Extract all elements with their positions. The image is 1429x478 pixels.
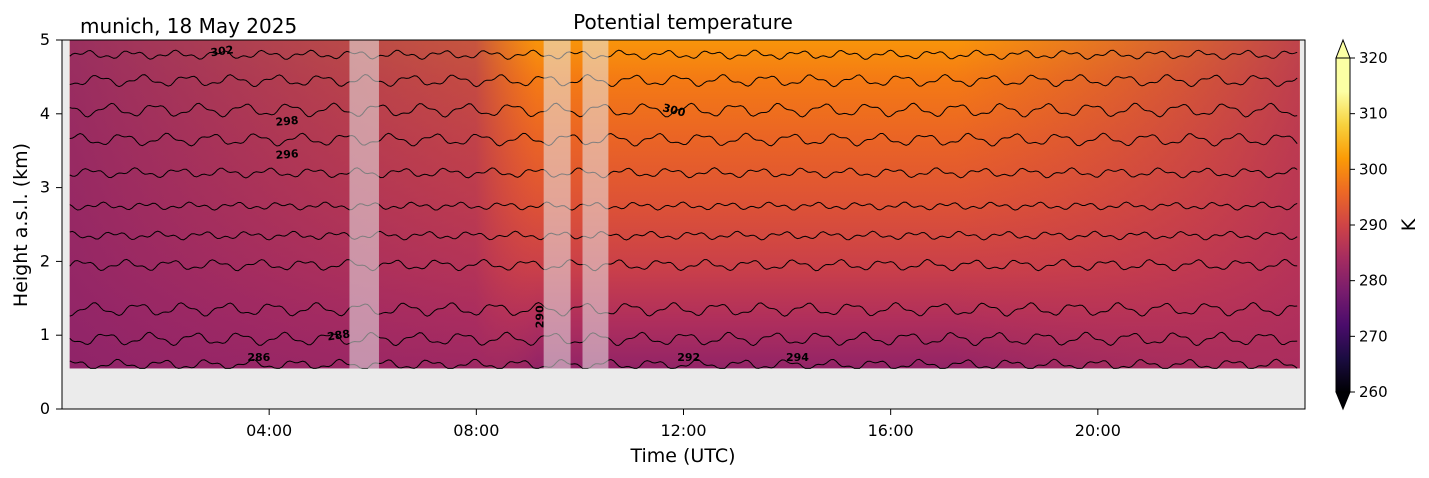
- contour-label-302: 302: [210, 43, 235, 59]
- x-tick-label: 12:00: [660, 421, 706, 440]
- contour-label-298: 298: [275, 114, 299, 129]
- colorbar-label: K: [1398, 218, 1420, 231]
- contour-label-286: 286: [247, 351, 270, 364]
- plot-area: 302 298 296 300 290 288 286 292 294: [61, 39, 1306, 410]
- contour-292: [69, 258, 1298, 272]
- contour-288: [69, 331, 1298, 347]
- x-tick-label: 20:00: [1075, 421, 1121, 440]
- masked-period-2: [543, 40, 571, 369]
- chart-title: Potential temperature: [573, 10, 793, 34]
- contour-label-300: 300: [661, 101, 687, 119]
- colorbar-tick-label: 260: [1359, 383, 1388, 401]
- contour-294: [69, 230, 1298, 241]
- contour-labels: 302 298 296 300 290 288 286 292 294: [210, 43, 809, 364]
- colorbar-min-extension: [1335, 391, 1351, 411]
- colorbar-tick-label: 320: [1359, 49, 1388, 67]
- contour-290: [69, 301, 1298, 317]
- colorbar-tick-label: 280: [1359, 272, 1388, 290]
- chart-subtitle: munich, 18 May 2025: [80, 14, 297, 38]
- x-axis-label: Time (UTC): [629, 445, 735, 467]
- y-tick-label: 2: [40, 251, 50, 270]
- colorbar-gradient: [1336, 58, 1350, 392]
- y-tick-label: 5: [40, 30, 50, 49]
- colorbar-tick-label: 290: [1359, 216, 1388, 234]
- y-tick-label: 4: [40, 104, 50, 123]
- contour-306: [69, 49, 1298, 60]
- contour-296: [69, 201, 1298, 211]
- colorbar-tick-label: 300: [1359, 160, 1388, 178]
- y-tick-label: 0: [40, 399, 50, 418]
- colorbar-tick-label: 310: [1359, 105, 1388, 123]
- contour-label-292: 292: [677, 351, 700, 364]
- contour-304: [69, 73, 1298, 88]
- x-tick-label: 04:00: [246, 421, 292, 440]
- x-tick-label: 08:00: [453, 421, 499, 440]
- contour-300: [69, 132, 1298, 147]
- masked-period-1: [349, 40, 379, 369]
- low-level-cool-air: [69, 40, 1300, 369]
- contour-302: [69, 102, 1298, 118]
- colorbar-max-extension: [1335, 38, 1351, 59]
- y-tick-label: 3: [40, 178, 50, 197]
- contour-lines: [69, 49, 1298, 369]
- contour-label-296: 296: [275, 147, 299, 162]
- y-axis-label: Height a.s.l. (km): [10, 143, 32, 307]
- x-axis: 04:00 08:00 12:00 16:00 20:00: [246, 409, 1121, 440]
- masked-periods: [349, 40, 609, 369]
- colorbar: 260 270 280 290 300 310 320 K: [1335, 38, 1420, 411]
- y-axis: 0 1 2 3 4 5: [40, 30, 62, 418]
- colorbar-ticks: 260 270 280 290 300 310 320: [1350, 49, 1388, 401]
- contour-label-294: 294: [786, 351, 809, 364]
- contour-label-290: 290: [534, 305, 547, 328]
- x-tick-label: 16:00: [868, 421, 914, 440]
- contour-298: [69, 167, 1298, 179]
- contour-label-288: 288: [326, 327, 351, 343]
- masked-period-3: [582, 40, 609, 369]
- y-tick-label: 1: [40, 325, 50, 344]
- contour-286: [69, 358, 1298, 369]
- colorbar-tick-label: 270: [1359, 327, 1388, 345]
